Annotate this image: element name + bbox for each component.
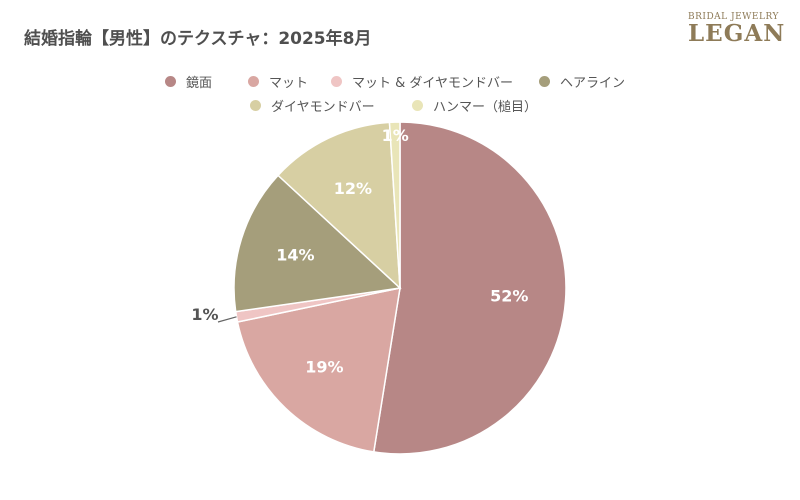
pie-label-hairline: 14% bbox=[276, 245, 314, 264]
pie-slice-mirror bbox=[372, 121, 567, 455]
brand-top-text: BRIDAL JEWELRY bbox=[688, 12, 779, 22]
legend-label-mirror: 鏡面 bbox=[186, 76, 213, 91]
legend-label-hairline: ヘアライン bbox=[560, 76, 626, 91]
brand-logo: BRIDAL JEWELRY LEGAN bbox=[688, 12, 786, 47]
pie-slice-hammer bbox=[388, 121, 401, 289]
legend-item-matte-diamond-bar: マット & ダイヤモンドバー bbox=[331, 72, 513, 91]
pie-slice-diamond-bar bbox=[276, 121, 401, 290]
pie-label-hammer: 1% bbox=[382, 126, 409, 145]
pie-label-matte-diamond-bar: 1% bbox=[191, 305, 218, 324]
legend-swatch-hairline bbox=[539, 76, 550, 87]
legend-label-diamond-bar: ダイヤモンドバー bbox=[271, 100, 375, 115]
legend-item-diamond-bar: ダイヤモンドバー bbox=[250, 96, 375, 115]
legend-label-hammer: ハンマー（槌目） bbox=[433, 100, 538, 115]
pie-slice-matte bbox=[236, 287, 401, 453]
legend-item-matte: マット bbox=[248, 72, 308, 91]
legend-item-mirror: 鏡面 bbox=[165, 72, 212, 91]
brand-main-text: LEGAN bbox=[688, 20, 786, 47]
pie-slice-hairline bbox=[233, 174, 402, 313]
legend-swatch-mirror bbox=[165, 76, 176, 87]
legend-swatch-diamond-bar bbox=[250, 100, 261, 111]
legend-item-hammer: ハンマー（槌目） bbox=[412, 96, 537, 115]
pie-label-leader-line bbox=[217, 316, 237, 323]
legend-swatch-hammer bbox=[412, 100, 423, 111]
legend-label-matte-diamond-bar: マット & ダイヤモンドバー bbox=[352, 76, 514, 91]
legend-swatch-matte-diamond-bar bbox=[331, 76, 342, 87]
pie-label-mirror: 52% bbox=[490, 287, 528, 306]
legend-swatch-matte bbox=[248, 76, 259, 87]
pie-label-diamond-bar: 12% bbox=[334, 179, 372, 198]
legend-label-matte: マット bbox=[269, 76, 309, 91]
chart-title: 結婚指輪【男性】のテクスチャ：2025年8月 bbox=[24, 29, 372, 49]
legend: 鏡面 マット マット & ダイヤモンドバー ヘアライン ダイヤモンドバー ハンマ… bbox=[150, 68, 650, 118]
pie-label-matte: 19% bbox=[305, 357, 343, 376]
legend-item-hairline: ヘアライン bbox=[539, 72, 625, 91]
